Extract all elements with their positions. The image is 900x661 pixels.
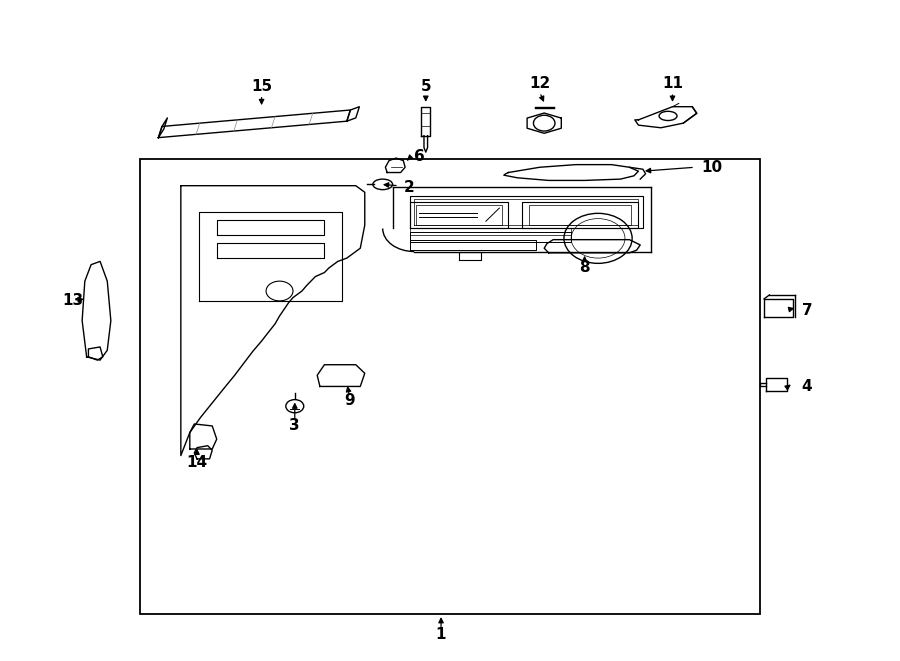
Text: 8: 8 bbox=[580, 260, 590, 276]
Text: 11: 11 bbox=[662, 76, 683, 91]
Text: 3: 3 bbox=[290, 418, 300, 434]
Text: 9: 9 bbox=[344, 393, 355, 408]
Text: 12: 12 bbox=[529, 76, 550, 91]
Text: 6: 6 bbox=[414, 149, 425, 163]
Text: 10: 10 bbox=[701, 160, 723, 175]
Text: 15: 15 bbox=[251, 79, 272, 95]
Text: 2: 2 bbox=[403, 180, 414, 194]
Text: 7: 7 bbox=[802, 303, 813, 318]
Text: 13: 13 bbox=[62, 293, 84, 309]
Text: 14: 14 bbox=[186, 455, 208, 470]
Text: 5: 5 bbox=[420, 79, 431, 95]
Text: 1: 1 bbox=[436, 627, 446, 642]
Bar bbox=[140, 159, 760, 613]
Text: 4: 4 bbox=[802, 379, 813, 394]
